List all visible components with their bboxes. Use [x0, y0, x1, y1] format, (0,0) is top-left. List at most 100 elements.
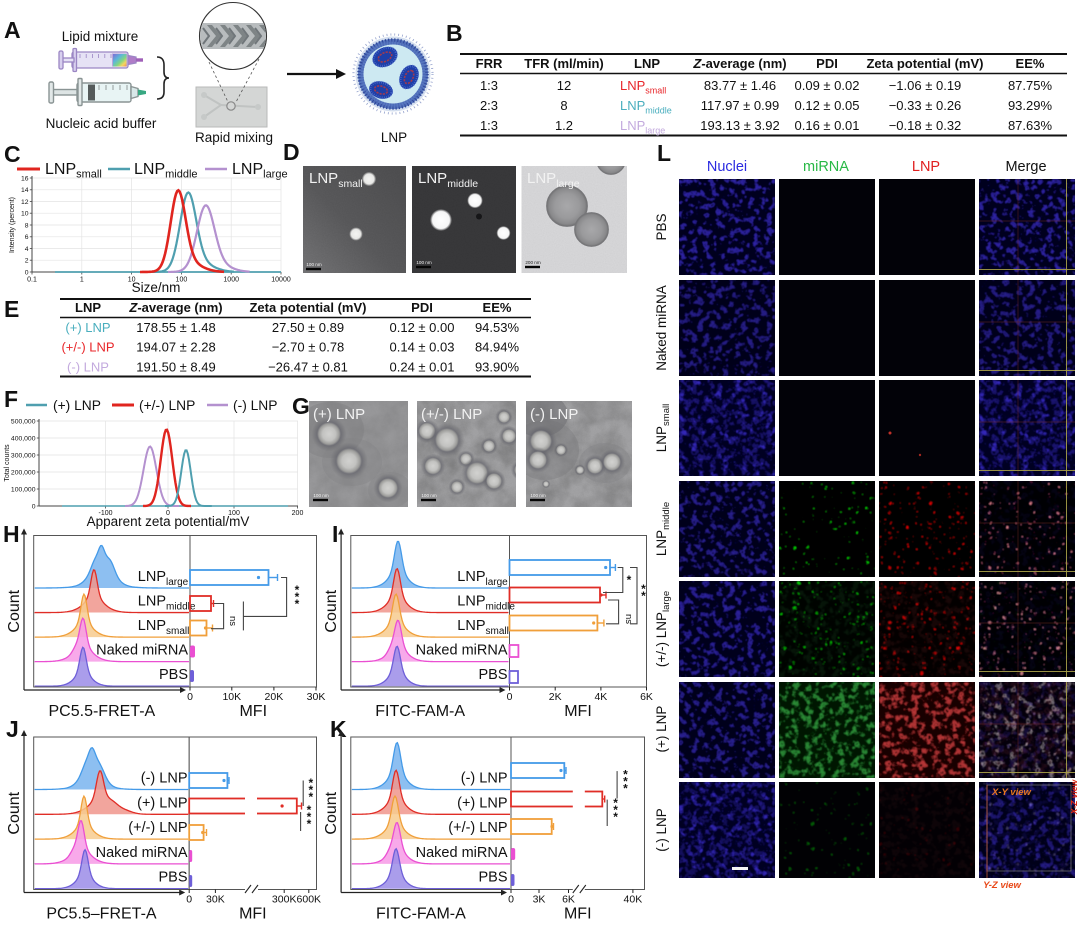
svg-text:Naked miRNA: Naked miRNA [96, 643, 188, 659]
svg-text:Rapid mixing: Rapid mixing [195, 130, 273, 145]
svg-text:A: A [4, 17, 21, 43]
svg-text:*: * [307, 803, 312, 817]
svg-text:small: small [166, 626, 189, 637]
svg-text:LNP: LNP [912, 159, 940, 175]
svg-text:Total counts: Total counts [4, 444, 11, 482]
svg-text:100 nm: 100 nm [306, 262, 321, 267]
svg-text:100: 100 [228, 510, 240, 517]
svg-text:300K: 300K [272, 894, 297, 906]
svg-text:PC5.5–FRET-A: PC5.5–FRET-A [46, 906, 157, 923]
svg-text:small: small [486, 626, 509, 637]
svg-text:100 nm: 100 nm [313, 493, 328, 498]
svg-text:0.24 ± 0.01: 0.24 ± 0.01 [390, 359, 455, 374]
svg-text:PBS: PBS [654, 213, 669, 240]
svg-text:*: * [295, 583, 300, 597]
svg-text:−0.18 ± 0.32: −0.18 ± 0.32 [889, 118, 962, 133]
svg-text:1: 1 [80, 277, 84, 284]
svg-text:Naked miRNA: Naked miRNA [416, 643, 508, 659]
svg-text:X-Y view: X-Y view [991, 787, 1032, 798]
svg-text:1:3: 1:3 [480, 78, 498, 93]
svg-text:40K: 40K [624, 894, 643, 906]
svg-text:87.75%: 87.75% [1008, 78, 1053, 93]
svg-text:(-) LNP: (-) LNP [233, 398, 277, 413]
svg-text:Y-Z view: Y-Z view [983, 880, 1021, 891]
svg-text:Naked miRNA: Naked miRNA [96, 845, 188, 861]
svg-text:Count: Count [323, 589, 340, 632]
svg-text:93.29%: 93.29% [1008, 98, 1053, 113]
svg-text:LNP: LNP [138, 618, 166, 634]
svg-text:2K: 2K [549, 691, 562, 703]
svg-text:200 nm: 200 nm [525, 260, 540, 265]
svg-text:(-) LNP: (-) LNP [461, 771, 508, 787]
svg-text:LNP: LNP [138, 594, 166, 610]
svg-text:I: I [332, 521, 338, 547]
svg-text:84.94%: 84.94% [475, 340, 520, 355]
svg-text:C: C [4, 141, 21, 167]
svg-text:200: 200 [292, 510, 304, 517]
svg-text:*: * [308, 776, 313, 790]
svg-text:10K: 10K [222, 691, 241, 703]
svg-text:0.09 ± 0.02: 0.09 ± 0.02 [795, 78, 860, 93]
svg-text:FRR: FRR [476, 56, 503, 71]
svg-text:H: H [3, 521, 20, 547]
svg-text:300,000: 300,000 [11, 452, 36, 459]
svg-text:0: 0 [507, 691, 513, 703]
svg-text:*: * [613, 796, 618, 810]
svg-text:(-) LNP: (-) LNP [530, 406, 578, 423]
svg-text:193.13 ± 3.92: 193.13 ± 3.92 [700, 118, 779, 133]
svg-text:2: 2 [25, 258, 29, 265]
svg-text:1000: 1000 [223, 277, 239, 284]
svg-text:100 nm: 100 nm [530, 493, 545, 498]
svg-text:Z-average (nm): Z-average (nm) [128, 300, 222, 315]
svg-text:14: 14 [21, 187, 29, 194]
svg-text:0.14 ± 0.03: 0.14 ± 0.03 [390, 340, 455, 355]
svg-text:(+/-) LNP: (+/-) LNP [139, 398, 195, 413]
svg-text:94.53%: 94.53% [475, 320, 520, 335]
svg-text:600K: 600K [297, 894, 322, 906]
svg-text:(+/-) LNP: (+/-) LNP [61, 340, 114, 355]
svg-text:500,000: 500,000 [11, 418, 36, 425]
svg-text:(+/-) LNP: (+/-) LNP [448, 820, 507, 836]
svg-text:87.63%: 87.63% [1008, 118, 1053, 133]
svg-text:-100: -100 [98, 510, 112, 517]
svg-text:200,000: 200,000 [11, 469, 36, 476]
svg-text:ns: ns [227, 616, 238, 626]
svg-text:1.2: 1.2 [555, 118, 573, 133]
svg-text:LNP: LNP [75, 300, 101, 315]
svg-text:miRNA: miRNA [803, 159, 849, 175]
svg-text:10: 10 [128, 277, 136, 284]
svg-text:*: * [295, 597, 300, 611]
svg-text:(+) LNP: (+) LNP [313, 406, 365, 423]
svg-text:(-) LNP: (-) LNP [67, 359, 109, 374]
svg-text:0: 0 [166, 510, 170, 517]
svg-text:*: * [641, 582, 646, 596]
svg-text:3K: 3K [533, 894, 546, 906]
svg-text:*: * [307, 810, 312, 824]
svg-text:0.12 ± 0.00: 0.12 ± 0.00 [390, 320, 455, 335]
svg-text:194.07 ± 2.28: 194.07 ± 2.28 [136, 340, 215, 355]
svg-text:FITC-FAM-A: FITC-FAM-A [376, 906, 466, 923]
svg-text:PDI: PDI [816, 56, 838, 71]
svg-text:83.77 ± 1.46: 83.77 ± 1.46 [704, 78, 776, 93]
svg-text:large: large [486, 577, 509, 588]
svg-text:X-Z view: X-Z view [1069, 778, 1079, 815]
svg-text:4: 4 [25, 246, 29, 253]
svg-text:100 nm: 100 nm [416, 260, 431, 265]
svg-text:EE%: EE% [483, 300, 512, 315]
svg-text:LNP: LNP [457, 618, 485, 634]
svg-text:0: 0 [186, 894, 192, 906]
svg-text:Merge: Merge [1005, 159, 1046, 175]
svg-text:LNP: LNP [381, 130, 407, 145]
svg-text:EE%: EE% [1016, 56, 1045, 71]
svg-text:middle: middle [166, 602, 196, 613]
svg-text:Naked miRNA: Naked miRNA [416, 845, 508, 861]
svg-text:*: * [307, 817, 312, 831]
svg-text:FITC-FAM-A: FITC-FAM-A [375, 703, 465, 720]
svg-text:Nucleic acid buffer: Nucleic acid buffer [46, 116, 157, 131]
svg-text:L: L [657, 140, 671, 166]
svg-text:(+) LNP: (+) LNP [654, 706, 669, 753]
svg-text:D: D [283, 139, 300, 165]
svg-text:10: 10 [21, 211, 29, 218]
svg-text:PDI: PDI [411, 300, 433, 315]
svg-text:*: * [623, 782, 628, 796]
